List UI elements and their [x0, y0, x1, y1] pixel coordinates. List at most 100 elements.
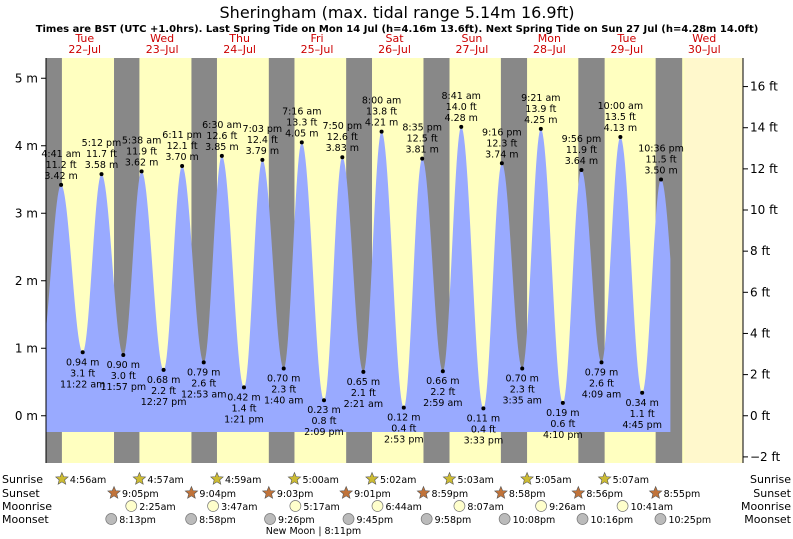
- sunrise-time: 5:00am: [302, 475, 338, 486]
- high-tide-time: 10:36 pm: [638, 144, 684, 155]
- low-tide-time: 1:21 pm: [224, 414, 264, 425]
- high-tide-meters: 3.79 m: [246, 146, 279, 157]
- moon-phase-label: New Moon | 8:11pm: [266, 526, 361, 537]
- right-axis-tick-label: 0 ft: [750, 409, 770, 423]
- sunset-icon: [107, 485, 121, 499]
- high-tide-feet: 13.3 ft: [286, 117, 317, 128]
- high-tide-point: [538, 126, 543, 131]
- row-label-sunrise: Sunrise: [2, 473, 43, 486]
- row-label-sunset: Sunset: [2, 487, 40, 500]
- high-tide-feet: 12.4 ft: [247, 135, 278, 146]
- moonset-icon: [342, 513, 355, 525]
- moonrise-icon: [616, 500, 629, 512]
- low-tide-feet: 2.6 ft: [589, 378, 614, 389]
- high-tide-feet: 12.6 ft: [327, 132, 358, 143]
- right-axis-tick-label: 6 ft: [750, 285, 770, 299]
- sunset-time: 9:03pm: [277, 489, 314, 500]
- low-tide-meters: 0.11 m: [467, 413, 500, 424]
- low-tide-point: [161, 367, 166, 372]
- sunrise-icon: [365, 471, 379, 485]
- high-tide-meters: 3.50 m: [644, 166, 677, 177]
- high-tide-point: [180, 164, 185, 168]
- sunrise-time: 4:56am: [70, 475, 106, 486]
- high-tide-point: [59, 182, 64, 187]
- low-tide-time: 11:22 am: [60, 379, 105, 390]
- low-tide-point: [520, 366, 525, 371]
- high-tide-point: [99, 172, 104, 177]
- high-tide-feet: 11.7 ft: [86, 149, 117, 160]
- moonset-icon: [264, 513, 276, 525]
- sunset-time: 9:01pm: [354, 489, 391, 500]
- high-tide-time: 9:16 pm: [482, 127, 522, 138]
- sunrise-time: 5:02am: [380, 475, 416, 486]
- moonrise-icon: [125, 500, 138, 512]
- low-tide-point: [401, 405, 406, 410]
- high-tide-meters: 3.58 m: [85, 160, 118, 171]
- sunset-time: 9:05pm: [122, 489, 159, 500]
- high-tide-meters: 3.81 m: [405, 145, 438, 156]
- row-label-right-moonrise: Moonrise: [741, 500, 791, 513]
- moonset-time: 8:13pm: [119, 515, 156, 526]
- high-tide-meters: 3.64 m: [565, 156, 598, 167]
- sunrise-time: 5:05am: [535, 475, 571, 486]
- right-axis-tick-label: 14 ft: [750, 121, 778, 135]
- high-tide-time: 8:35 pm: [402, 123, 442, 134]
- low-tide-time: 2:21 am: [344, 399, 383, 410]
- low-tide-feet: 1.1 ft: [630, 409, 655, 420]
- tide-area: [46, 126, 671, 432]
- low-tide-feet: 0.4 ft: [391, 424, 416, 435]
- right-axis-tick-label: 12 ft: [750, 162, 778, 176]
- moonrise-time: 3:47am: [221, 502, 257, 513]
- low-tide-feet: 2.1 ft: [351, 388, 376, 399]
- high-tide-meters: 3.74 m: [485, 149, 518, 160]
- low-tide-feet: 2.2 ft: [151, 386, 176, 397]
- moonset-time: 10:16pm: [591, 515, 634, 526]
- low-tide-point: [640, 390, 645, 395]
- sunset-icon: [416, 485, 431, 499]
- tide-curve-layer: [46, 126, 671, 432]
- low-tide-point: [281, 366, 286, 371]
- moonrise-time: 9:26am: [549, 502, 585, 513]
- low-tide-time: 2:09 pm: [304, 427, 344, 438]
- right-axis-tick-label: 8 ft: [750, 244, 770, 258]
- sunrise-time: 4:57am: [147, 475, 183, 486]
- low-tide-time: 12:53 am: [181, 389, 226, 400]
- low-tide-point: [440, 369, 445, 374]
- high-tide-time: 7:16 am: [282, 106, 321, 117]
- low-tide-feet: 0.8 ft: [311, 416, 336, 427]
- sunset-time: 9:04pm: [199, 489, 236, 500]
- moonrise-icon: [289, 500, 302, 512]
- moonset-time: 9:58pm: [435, 515, 472, 526]
- sunrise-icon: [520, 471, 534, 485]
- sunset-time: 8:55pm: [664, 489, 701, 500]
- moonrise-icon: [207, 500, 219, 512]
- high-tide-time: 9:56 pm: [562, 134, 602, 145]
- high-tide-meters: 4.05 m: [285, 128, 318, 139]
- high-tide-time: 6:11 pm: [162, 130, 202, 141]
- day-date-label: 23–Jul: [146, 43, 179, 56]
- left-axis-tick-label: 1 m: [15, 341, 38, 355]
- high-tide-feet: 13.9 ft: [525, 104, 556, 115]
- high-tide-time: 8:41 am: [442, 91, 481, 102]
- day-date-label: 24–Jul: [223, 43, 256, 56]
- low-tide-time: 2:59 am: [423, 398, 462, 409]
- day-name-label: Wed: [692, 32, 716, 45]
- left-axis-tick-label: 5 m: [15, 71, 38, 85]
- low-tide-feet: 2.6 ft: [191, 378, 216, 389]
- high-tide-point: [499, 161, 504, 166]
- high-tide-point: [379, 129, 384, 134]
- day-name-label: Tue: [616, 32, 636, 45]
- sunrise-icon: [54, 471, 69, 485]
- moonrise-icon: [371, 500, 384, 512]
- high-tide-point: [260, 157, 265, 162]
- moonset-icon: [498, 513, 511, 525]
- low-tide-point: [201, 360, 206, 365]
- moonrise-icon: [535, 500, 547, 512]
- moonset-icon: [654, 513, 667, 525]
- moonset-time: 10:25pm: [668, 515, 711, 526]
- high-tide-time: 9:21 am: [521, 93, 560, 104]
- moonset-icon: [185, 513, 197, 525]
- low-tide-time: 4:10 pm: [543, 430, 583, 441]
- right-axis-tick-label: 2 ft: [750, 368, 770, 382]
